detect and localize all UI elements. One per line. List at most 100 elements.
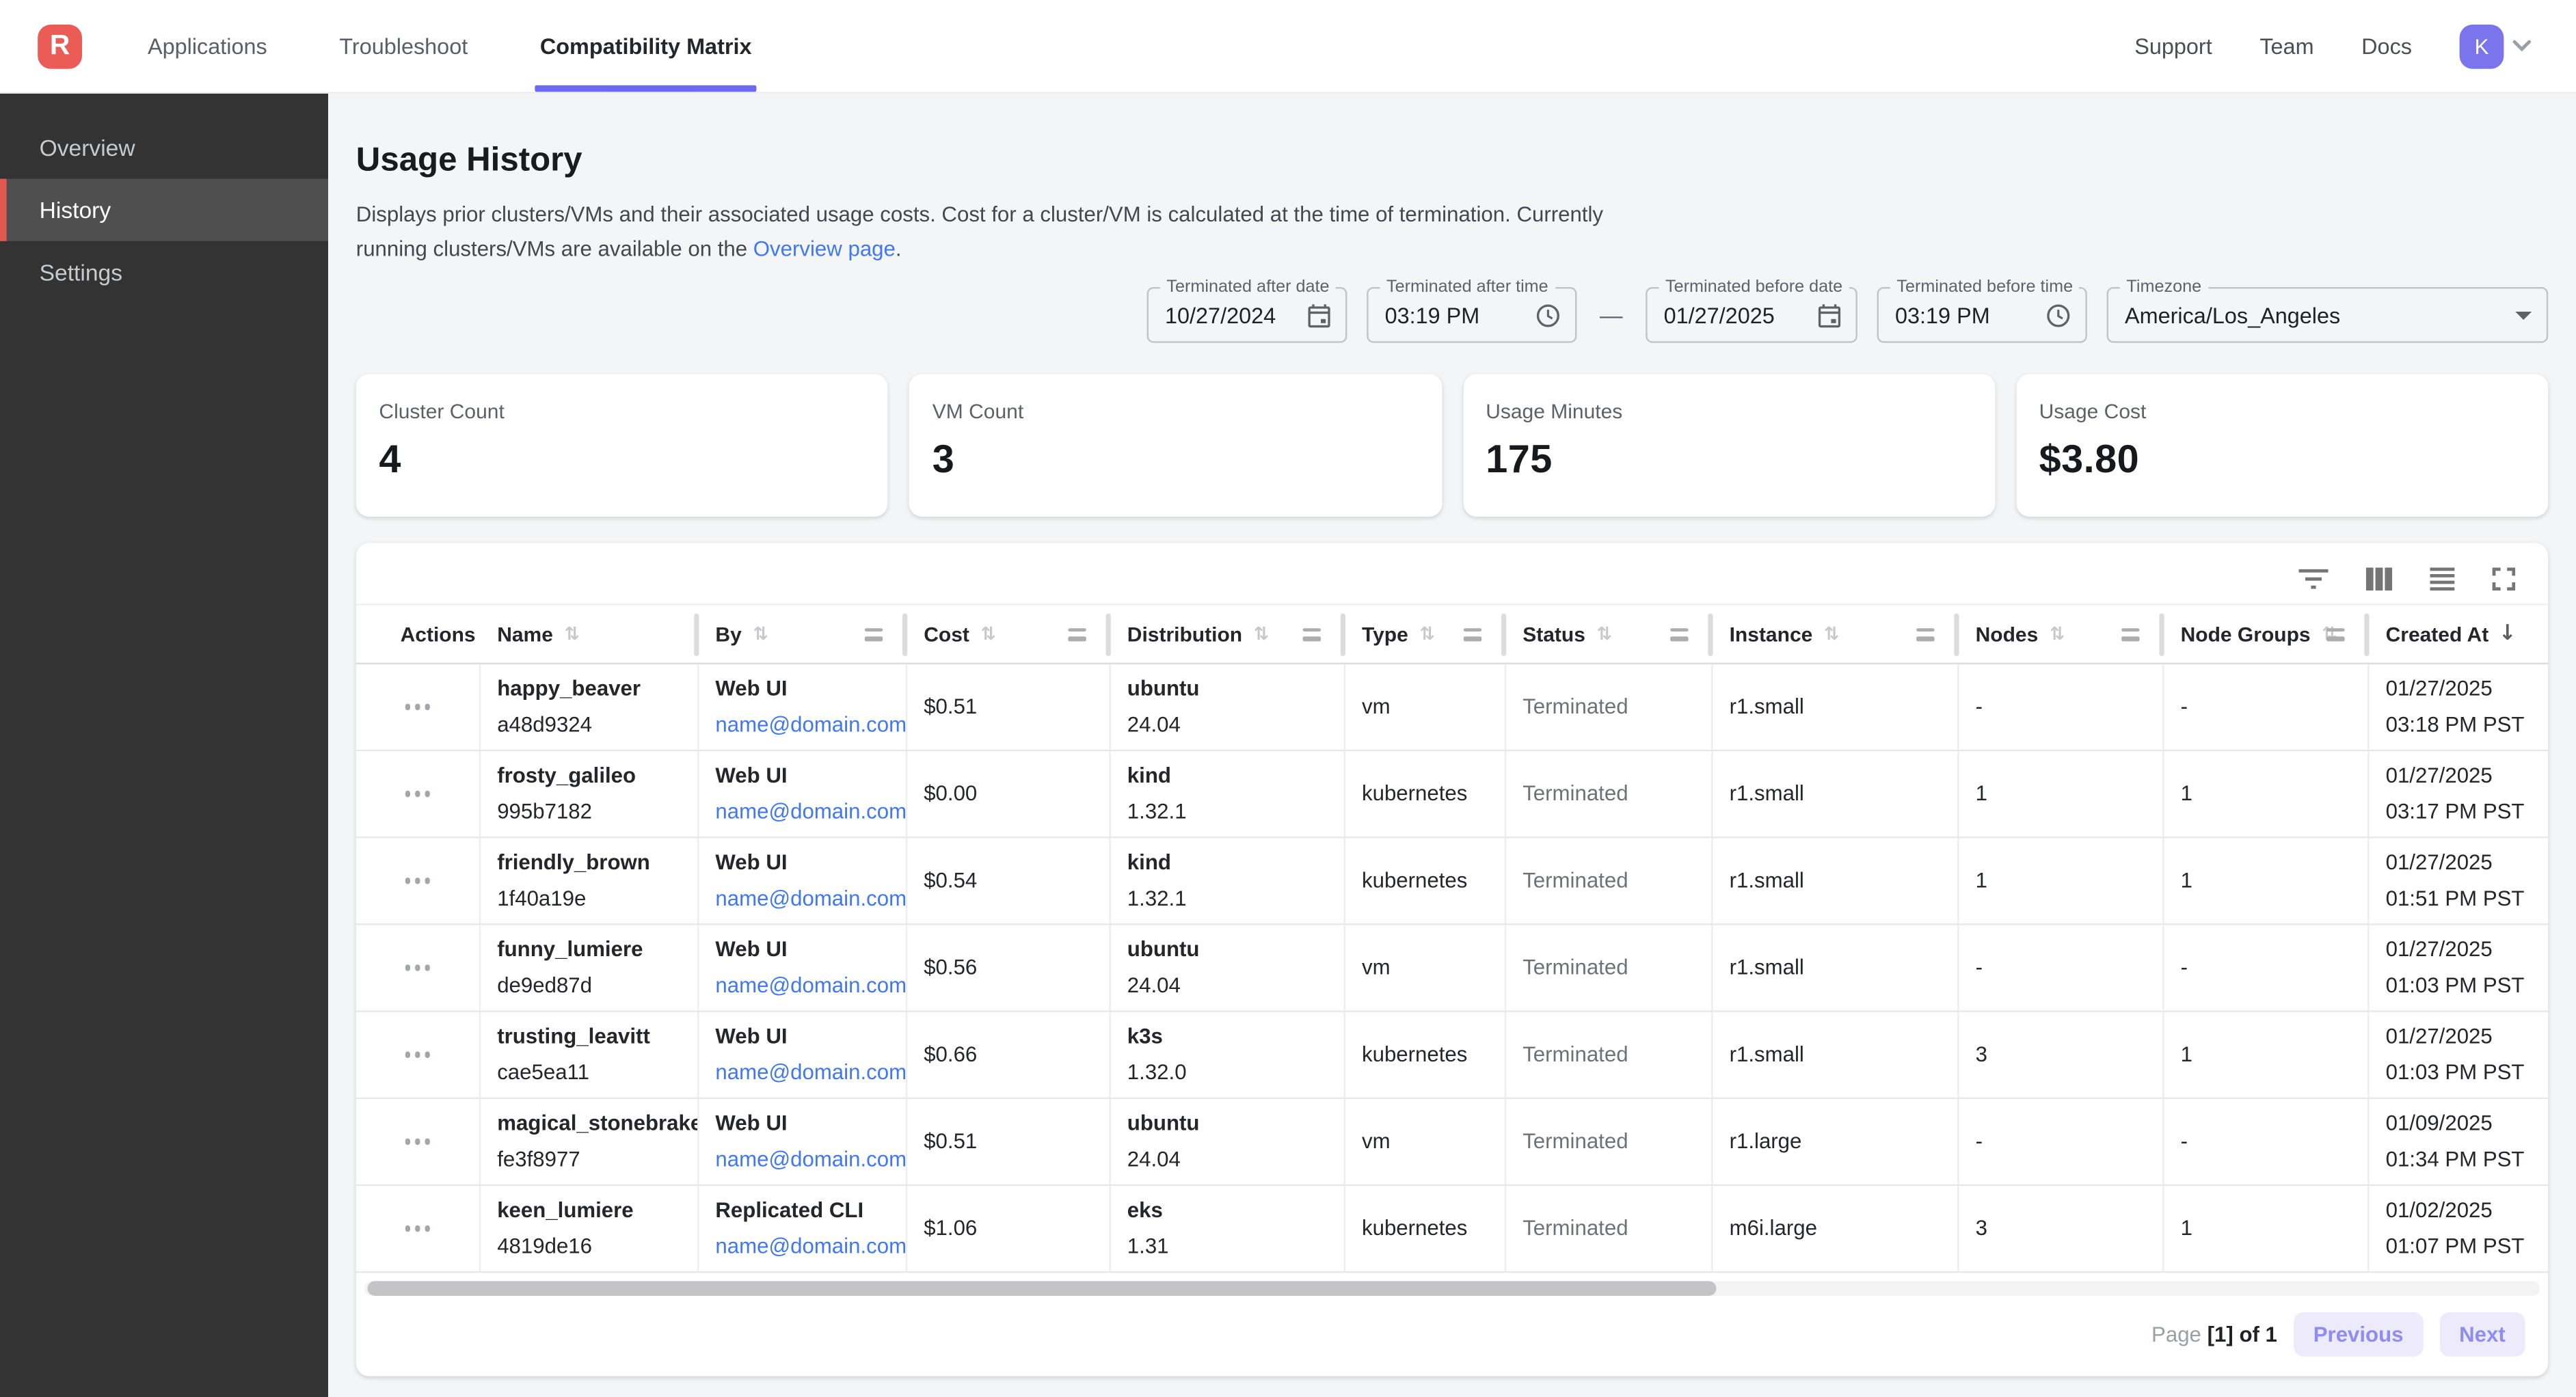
timezone-select[interactable]: Timezone America/Los_Angeles	[2107, 287, 2549, 343]
next-page-button[interactable]: Next	[2439, 1312, 2525, 1357]
sidebar-item-overview[interactable]: Overview	[0, 116, 328, 178]
row-actions-button[interactable]	[399, 698, 437, 717]
account-menu[interactable]: K	[2460, 24, 2532, 68]
email-link[interactable]: name@domain.com	[715, 973, 907, 997]
column-header-by[interactable]: By⇅	[699, 606, 907, 663]
column-separator[interactable]	[1501, 614, 1506, 656]
column-header-status[interactable]: Status⇅	[1506, 606, 1713, 663]
row-actions-button[interactable]	[399, 958, 437, 977]
cell-secondary-text: 01:07 PM PST	[2386, 1230, 2532, 1263]
cell-node_groups: 1	[2164, 838, 2370, 923]
column-separator[interactable]	[2364, 614, 2369, 656]
terminated-before-date-field[interactable]: Terminated before date 01/27/2025	[1646, 287, 1857, 343]
filter-icon[interactable]	[2296, 565, 2332, 591]
column-separator[interactable]	[2159, 614, 2164, 656]
columns-icon[interactable]	[2363, 563, 2396, 593]
tab-applications[interactable]: Applications	[143, 0, 272, 92]
cell-text: Terminated	[1522, 778, 1695, 811]
previous-page-button[interactable]: Previous	[2294, 1312, 2423, 1357]
column-separator[interactable]	[1106, 614, 1111, 656]
column-header-distribution[interactable]: Distribution⇅	[1111, 606, 1345, 663]
column-header-name[interactable]: Name⇅	[481, 606, 699, 663]
email-link[interactable]: name@domain.com	[715, 1059, 907, 1084]
clock-icon[interactable]	[1535, 303, 1560, 327]
tab-compatibility-matrix[interactable]: Compatibility Matrix	[535, 0, 757, 92]
email-link[interactable]: name@domain.com	[715, 1234, 907, 1258]
email-link[interactable]: name@domain.com	[715, 886, 907, 910]
column-separator[interactable]	[902, 614, 907, 656]
cell-primary-text: k3s	[1127, 1020, 1328, 1053]
terminated-before-time-field[interactable]: Terminated before time 03:19 PM	[1877, 287, 2087, 343]
column-header-instance[interactable]: Instance⇅	[1713, 606, 1959, 663]
cell-name: funny_lumierede9ed87d	[481, 925, 699, 1011]
cell-text: -	[1976, 1125, 2147, 1158]
cell-node_groups: -	[2164, 1099, 2370, 1184]
column-menu-icon[interactable]	[1670, 627, 1688, 640]
column-separator[interactable]	[1708, 614, 1713, 656]
column-menu-icon[interactable]	[1303, 627, 1321, 640]
column-header-cost[interactable]: Cost⇅	[907, 606, 1111, 663]
cell-cost: $0.54	[907, 838, 1111, 923]
sidebar-item-settings[interactable]: Settings	[0, 241, 328, 303]
email-link[interactable]: name@domain.com	[715, 712, 907, 737]
cell-primary-text: kind	[1127, 759, 1328, 792]
cell-text: r1.small	[1730, 690, 1942, 723]
email-link[interactable]: name@domain.com	[715, 1147, 907, 1171]
filter-bar: Terminated after date 10/27/2024 Termina…	[356, 287, 2548, 343]
stat-label: Cluster Count	[379, 401, 865, 424]
column-menu-icon[interactable]	[1068, 627, 1086, 640]
cell-nodes: 1	[1959, 838, 2164, 923]
email-link[interactable]: name@domain.com	[715, 799, 907, 824]
active-tab-indicator	[535, 85, 757, 92]
column-separator[interactable]	[694, 614, 699, 656]
stat-card-usage-minutes: Usage Minutes 175	[1463, 374, 1995, 517]
column-menu-icon[interactable]	[1916, 627, 1934, 640]
column-header-nodes[interactable]: Nodes⇅	[1959, 606, 2164, 663]
row-actions-button[interactable]	[399, 871, 437, 891]
row-actions-button[interactable]	[399, 1045, 437, 1064]
scrollbar-thumb[interactable]	[368, 1281, 1717, 1296]
cell-text: -	[2181, 1125, 2352, 1158]
calendar-icon[interactable]	[1308, 303, 1331, 327]
cell-type: kubernetes	[1345, 838, 1506, 923]
row-actions-button[interactable]	[399, 1219, 437, 1238]
terminated-after-time-field[interactable]: Terminated after time 03:19 PM	[1367, 287, 1577, 343]
field-value: 03:19 PM	[1385, 303, 1523, 327]
nav-link-docs[interactable]: Docs	[2361, 33, 2412, 58]
stat-card-vm-count: VM Count 3	[909, 374, 1441, 517]
overview-page-link[interactable]: Overview page	[753, 236, 896, 261]
field-value: 03:19 PM	[1895, 303, 2033, 327]
column-menu-icon[interactable]	[2121, 627, 2139, 640]
nav-link-team[interactable]: Team	[2259, 33, 2313, 58]
calendar-icon[interactable]	[1818, 303, 1841, 327]
cell-primary-text: 01/27/2025	[2386, 846, 2532, 879]
column-menu-icon[interactable]	[2326, 627, 2344, 640]
column-separator[interactable]	[1954, 614, 1959, 656]
column-header-label: Status	[1522, 623, 1585, 646]
replicated-logo[interactable]: R	[38, 24, 82, 68]
fullscreen-icon[interactable]	[2489, 563, 2519, 593]
row-actions-button[interactable]	[399, 1132, 437, 1152]
column-menu-icon[interactable]	[1464, 627, 1481, 640]
tab-troubleshoot[interactable]: Troubleshoot	[334, 0, 472, 92]
cell-distribution: kind1.32.1	[1111, 838, 1345, 923]
cell-cost: $0.66	[907, 1012, 1111, 1098]
column-header-label: Name	[497, 623, 553, 646]
column-header-type[interactable]: Type⇅	[1345, 606, 1506, 663]
sidebar-item-history[interactable]: History	[0, 179, 328, 241]
description-text: Displays prior clusters/VMs and their as…	[356, 202, 1603, 260]
horizontal-scrollbar[interactable]	[364, 1281, 2540, 1296]
cell-secondary-text: 03:18 PM PST	[2386, 709, 2532, 742]
row-actions-button[interactable]	[399, 785, 437, 804]
cell-type: vm	[1345, 1099, 1506, 1184]
column-header-node_groups[interactable]: Node Groups⇅	[2164, 606, 2370, 663]
nav-link-support[interactable]: Support	[2134, 33, 2212, 58]
stat-label: VM Count	[933, 401, 1419, 424]
table-row: frosty_galileo995b7182Web UIname@domain.…	[356, 751, 2548, 838]
column-separator[interactable]	[1341, 614, 1345, 656]
column-menu-icon[interactable]	[865, 627, 883, 640]
density-icon[interactable]	[2427, 563, 2458, 593]
terminated-after-date-field[interactable]: Terminated after date 10/27/2024	[1147, 287, 1347, 343]
column-header-created_at[interactable]: Created At↓	[2370, 606, 2549, 663]
clock-icon[interactable]	[2046, 303, 2071, 327]
